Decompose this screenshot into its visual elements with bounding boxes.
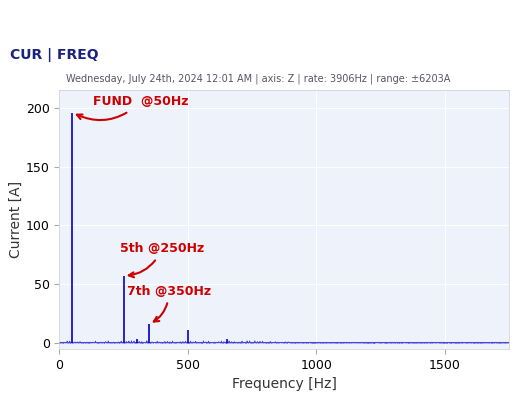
Text: ‖[ A: ‖[ A (114, 16, 137, 26)
Text: ⇕ 100A: ⇕ 100A (191, 16, 236, 26)
Text: CUR | FREQ: CUR | FREQ (10, 48, 99, 62)
Text: 5th @250Hz: 5th @250Hz (120, 243, 204, 277)
Text: Wednesday, July 24th, 2024 12:01 AM | axis: Z | rate: 3906Hz | range: ±6203A: Wednesday, July 24th, 2024 12:01 AM | ax… (66, 74, 451, 85)
X-axis label: Frequency [Hz]: Frequency [Hz] (232, 377, 337, 391)
Text: 📊 Stats: 📊 Stats (26, 16, 69, 26)
Text: ✲ XYZ: ✲ XYZ (277, 16, 315, 26)
Text: √· 1×: √· 1× (429, 16, 462, 26)
Text: 🎵6Hz: 🎵6Hz (352, 16, 382, 26)
Y-axis label: Current [A]: Current [A] (9, 181, 23, 258)
Text: 7th @350Hz: 7th @350Hz (127, 285, 211, 322)
Text: FUND  @50Hz: FUND @50Hz (77, 95, 188, 120)
